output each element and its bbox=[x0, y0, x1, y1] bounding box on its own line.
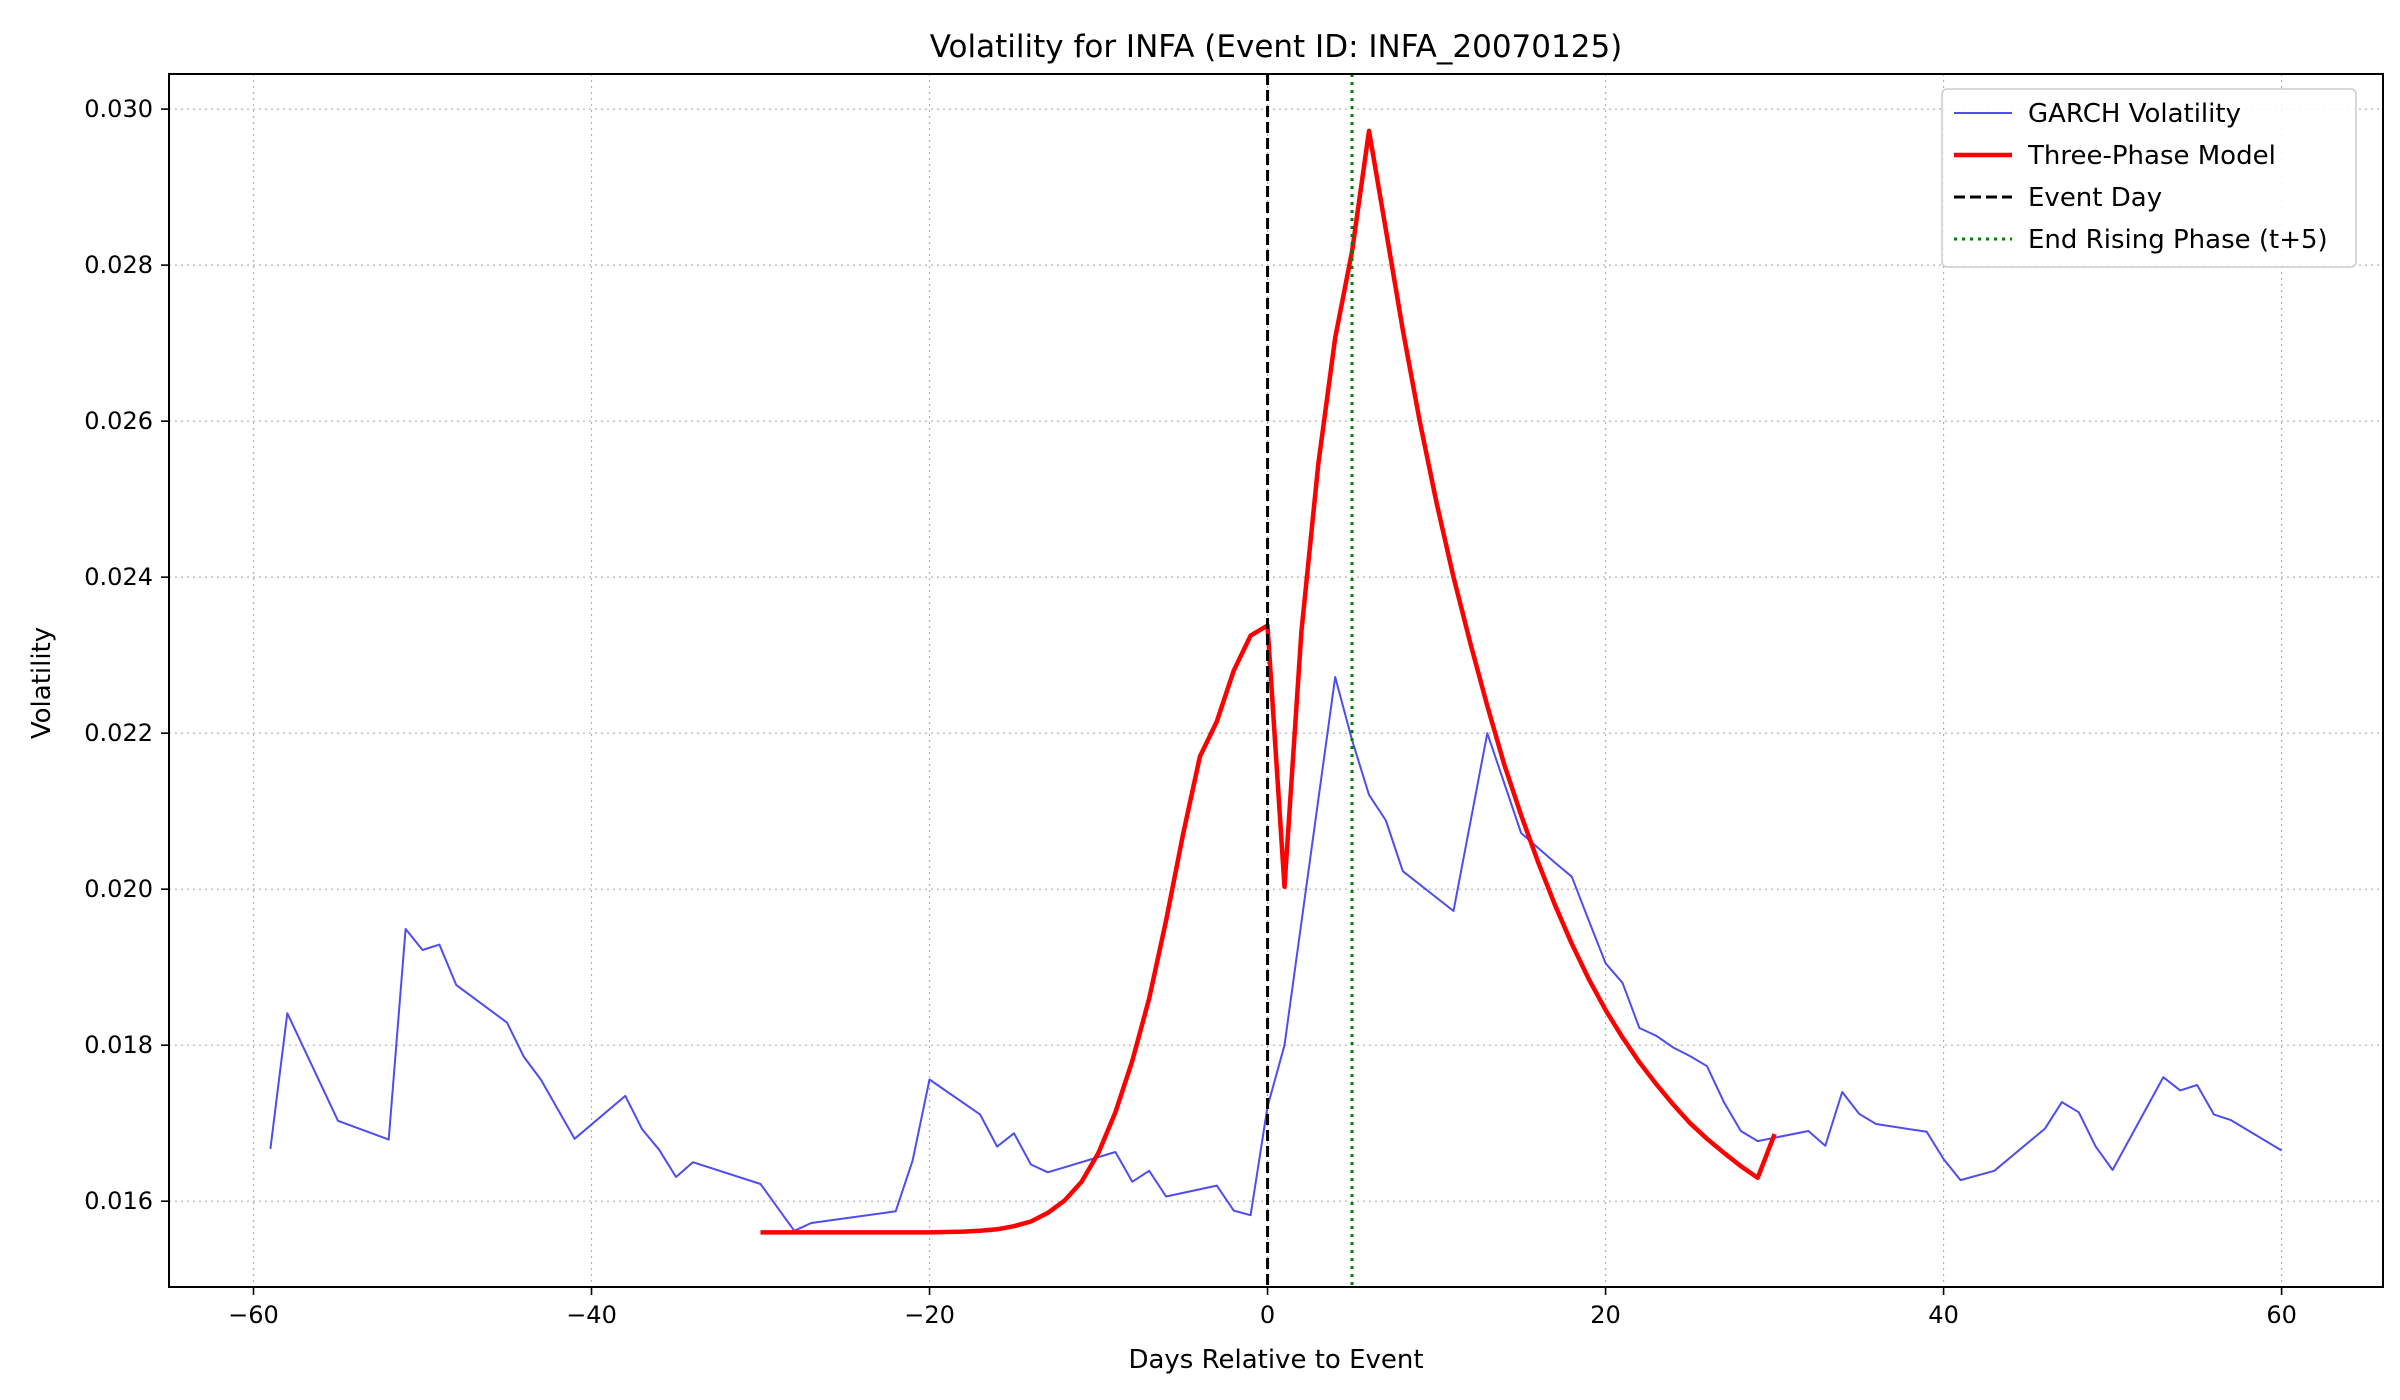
y-tick-label: 0.030 bbox=[84, 95, 153, 123]
series-group bbox=[269, 128, 2283, 1235]
y-tick-label: 0.026 bbox=[84, 407, 153, 435]
y-tick-label: 0.018 bbox=[84, 1031, 153, 1059]
series-line-0 bbox=[269, 676, 2283, 1232]
x-tick-label: 20 bbox=[1590, 1301, 1621, 1329]
x-tick-label: 0 bbox=[1260, 1301, 1275, 1329]
legend-label-0: GARCH Volatility bbox=[2028, 99, 2241, 129]
legend-label-1: Three-Phase Model bbox=[2027, 141, 2276, 171]
legend: GARCH Volatility Three-Phase Model Event D… bbox=[1941, 88, 2357, 268]
chart-title: Volatility for INFA (Event ID: INFA_2007… bbox=[930, 29, 1623, 65]
plot-frame bbox=[168, 73, 2384, 1288]
x-tick-label: −60 bbox=[228, 1301, 279, 1329]
legend-label-3: End Rising Phase (t+5) bbox=[2028, 225, 2328, 255]
y-tick-label: 0.024 bbox=[84, 563, 153, 591]
plot-area: −60 −40 −20 0 20 40 60 0.016 0.018 0.020 0.022 0.02… bbox=[84, 73, 2384, 1329]
y-axis-title: Volatility bbox=[27, 627, 57, 739]
y-tick-label: 0.022 bbox=[84, 719, 153, 747]
x-tick-label: 40 bbox=[1928, 1301, 1959, 1329]
y-tick-label: 0.016 bbox=[84, 1187, 153, 1215]
y-tick-label: 0.028 bbox=[84, 251, 153, 279]
legend-label-2: Event Day bbox=[2028, 183, 2162, 213]
y-tick-label: 0.020 bbox=[84, 875, 153, 903]
x-tick-label: 60 bbox=[2266, 1301, 2297, 1329]
legend-box bbox=[1941, 88, 2357, 268]
x-tick-label: −40 bbox=[566, 1301, 617, 1329]
series-line-1 bbox=[760, 128, 1777, 1235]
x-axis-title: Days Relative to Event bbox=[1128, 1345, 1423, 1375]
x-tick-label: −20 bbox=[904, 1301, 955, 1329]
